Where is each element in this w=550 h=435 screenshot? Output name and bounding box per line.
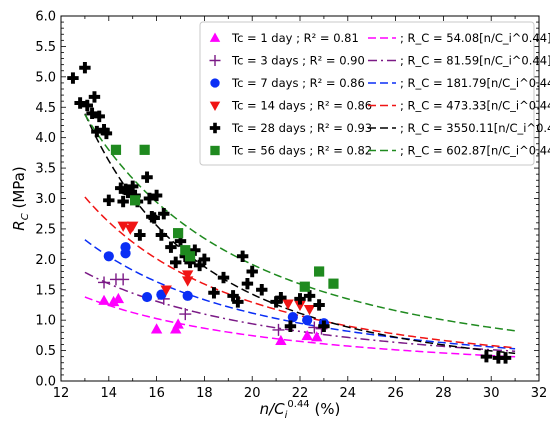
data-point	[314, 266, 324, 276]
x-tick-label: 14	[101, 386, 118, 401]
x-tick-label: 30	[483, 386, 500, 401]
data-point	[285, 321, 296, 332]
data-point	[500, 352, 511, 363]
data-point	[218, 272, 229, 283]
legend-fit-label: ; R_C = 54.08[n/C_i^0.44]^-1.43	[400, 31, 550, 45]
data-point	[156, 229, 167, 240]
series-2	[104, 242, 329, 328]
x-tick-label: 24	[340, 386, 357, 401]
data-point	[89, 91, 100, 102]
y-tick-label: 1.5	[35, 283, 56, 298]
y-tick-label: 6.0	[35, 10, 56, 25]
data-point	[247, 266, 258, 277]
data-point	[328, 279, 338, 289]
y-tick-label: 0.5	[35, 344, 56, 359]
y-tick-label: 2.5	[35, 222, 56, 237]
series-5	[111, 145, 339, 292]
data-point	[134, 229, 145, 240]
legend-fit-label: ; R_C = 473.33[n/C_i^0.44]^-1.97	[400, 99, 550, 113]
data-point	[183, 291, 193, 301]
data-point	[98, 276, 110, 288]
x-tick-label: 26	[387, 386, 404, 401]
data-point	[185, 251, 195, 261]
legend-label: Tc = 3 days ; R² = 0.90	[231, 54, 365, 68]
data-point	[282, 300, 293, 310]
y-tick-label: 5.5	[35, 40, 56, 55]
data-point	[140, 145, 150, 155]
legend-fit-label: ; R_C = 3550.11[n/C_i^0.44]^-2.61	[400, 121, 550, 135]
legend-fit-label: ; R_C = 602.87[n/C_i^0.44]^-1.92	[400, 144, 550, 158]
y-tick-label: 1.0	[35, 314, 56, 329]
x-tick-label: 18	[196, 386, 213, 401]
data-point	[242, 278, 253, 289]
x-axis-label: n/Ci0.44 (%)	[260, 399, 341, 421]
legend-label: Tc = 14 days ; R² = 0.86	[231, 99, 372, 113]
x-tick-label: 32	[531, 386, 548, 401]
legend-fit-label: ; R_C = 81.59[n/C_i^0.44]^-1.49	[400, 54, 550, 68]
data-point	[256, 284, 267, 295]
legend-label: Tc = 28 days ; R² = 0.93	[231, 121, 372, 135]
data-point	[111, 145, 121, 155]
legend-label: Tc = 56 days ; R² = 0.82	[231, 144, 372, 158]
y-tick-label: 2.0	[35, 253, 56, 268]
legend-label: Tc = 1 day ; R² = 0.81	[231, 31, 359, 45]
data-point	[182, 276, 193, 286]
data-point	[237, 251, 248, 262]
data-point	[313, 299, 324, 310]
y-tick-label: 4.5	[35, 101, 56, 116]
y-tick-label: 3.0	[35, 192, 56, 207]
y-axis-label: RC (MPa)	[10, 166, 31, 230]
data-point	[301, 330, 312, 340]
data-point	[103, 195, 114, 206]
data-point	[208, 287, 219, 298]
x-tick-label: 20	[244, 386, 261, 401]
y-tick-label: 3.5	[35, 162, 56, 177]
data-point	[170, 257, 181, 268]
y-tick-label: 0.0	[35, 375, 56, 390]
data-point	[130, 195, 140, 205]
data-point	[300, 282, 310, 292]
y-tick-label: 5.0	[35, 70, 56, 85]
data-point	[117, 273, 129, 285]
y-tick-label: 4.0	[35, 131, 56, 146]
x-tick-label: 16	[148, 386, 165, 401]
data-point	[179, 308, 191, 320]
data-point	[104, 251, 114, 261]
data-point	[120, 248, 130, 258]
data-point	[141, 172, 152, 183]
data-point	[79, 62, 90, 73]
data-point	[302, 315, 312, 325]
data-point	[173, 228, 183, 238]
data-point	[272, 324, 284, 336]
x-tick-label: 28	[435, 386, 452, 401]
legend-marker	[210, 146, 219, 155]
data-point	[481, 351, 492, 362]
data-point	[67, 72, 78, 83]
data-point	[142, 292, 152, 302]
data-point	[98, 295, 109, 305]
legend-label: Tc = 7 days ; R² = 0.86	[231, 76, 365, 90]
legend-fit-label: ; R_C = 181.79[n/C_i^0.44]^-1.70	[400, 76, 550, 90]
legend-marker	[210, 78, 219, 87]
data-point	[151, 323, 162, 333]
